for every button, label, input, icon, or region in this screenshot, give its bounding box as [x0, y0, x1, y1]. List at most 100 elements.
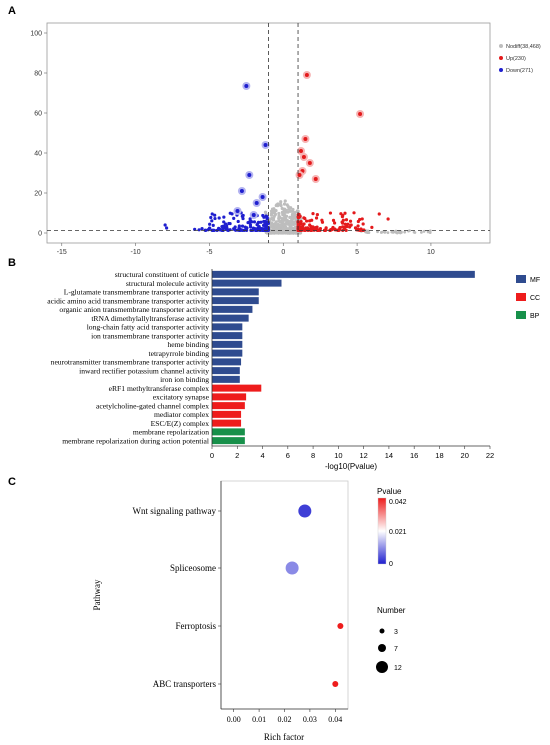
down-point [221, 224, 226, 228]
nodiff-point [273, 224, 278, 228]
go-x-tick-label: 14 [385, 451, 393, 460]
go-category-label: acidic amino acid transmembrane transpor… [47, 296, 209, 305]
size-legend-3 [379, 628, 385, 634]
go-category-label: acetylcholine-gated channel complex [96, 401, 209, 410]
nodiff-point [295, 231, 299, 235]
kegg-x-tick-label: 0.04 [328, 715, 342, 724]
volcano-legend-marker [499, 68, 503, 72]
volcano-y-axis: 0 20 40 60 80 100 [30, 31, 47, 238]
up-highlight-point [298, 149, 303, 153]
up-highlight-point [303, 137, 308, 141]
kegg-bubble-chart: Wnt signaling pathway Spliceosome Ferropto… [92, 480, 407, 742]
up-point [370, 225, 374, 229]
nodiff-point [383, 230, 387, 234]
up-point [361, 222, 365, 226]
down-point [211, 228, 215, 232]
down-highlight-point [239, 189, 244, 193]
up-point [320, 218, 324, 222]
kegg-pathway-label: Spliceosome [170, 563, 216, 573]
up-point [324, 228, 328, 232]
up-point [344, 218, 349, 222]
nodiff-point [293, 210, 297, 215]
go-category-label: organic anion transmembrane transporter … [59, 305, 209, 314]
nodiff-point [274, 203, 278, 208]
nodiff-point [288, 206, 292, 210]
up-point [305, 219, 309, 223]
down-point [248, 223, 253, 227]
nodiff-point [419, 230, 423, 234]
nodiff-point [272, 230, 277, 234]
up-point [360, 217, 364, 221]
panel-label-c: C [8, 476, 16, 488]
number-legend-title: Number [377, 606, 406, 615]
go-legend-swatch [516, 293, 526, 301]
down-point [210, 212, 214, 216]
go-bar [212, 428, 245, 436]
go-category-label: excitatory synapse [153, 393, 210, 402]
y-tick-label: 100 [30, 31, 42, 38]
nodiff-points [263, 199, 432, 235]
down-point [222, 220, 226, 224]
down-highlight-point [247, 173, 252, 177]
nodiff-point [278, 215, 282, 219]
down-point [197, 228, 201, 232]
kegg-x-tick-label: 0.00 [227, 715, 241, 724]
y-tick-label: 60 [34, 111, 42, 118]
nodiff-point [272, 211, 276, 215]
go-category-label: tRNA dimethylallyltransferase activity [91, 314, 209, 323]
kegg-bubbles [285, 504, 344, 687]
go-bar [212, 305, 253, 313]
go-x-axis-ticks: 0 2 4 6 8 10 12 14 16 18 20 22 [210, 446, 494, 460]
go-x-tick-label: 18 [435, 451, 443, 460]
go-legend-swatch [516, 275, 526, 283]
kegg-bubble [298, 504, 312, 518]
up-point [349, 223, 353, 227]
nodiff-point [292, 222, 296, 226]
down-point [252, 220, 257, 224]
kegg-x-axis-title: Rich factor [264, 732, 304, 742]
go-category-label: long-chain fatty acid transporter activi… [87, 323, 210, 332]
down-point [209, 215, 213, 220]
go-x-tick-label: 6 [286, 451, 290, 460]
nodiff-point [291, 231, 295, 235]
nodiff-point [280, 216, 284, 221]
down-point [213, 213, 217, 217]
nodiff-point [277, 224, 281, 228]
kegg-x-axis-ticks: 0.00 0.01 0.02 0.03 0.04 [227, 709, 342, 724]
up-point [343, 222, 347, 226]
up-point [331, 218, 336, 222]
volcano-legend-marker [499, 56, 503, 60]
down-point [232, 227, 237, 232]
x-tick-label: 10 [427, 249, 435, 256]
up-point [356, 219, 360, 224]
nodiff-point [298, 231, 302, 235]
nodiff-point [285, 203, 289, 207]
nodiff-point [366, 230, 370, 233]
up-point [302, 228, 306, 232]
go-bar [212, 410, 242, 418]
go-x-tick-label: 12 [359, 451, 367, 460]
pvalue-tick-low: 0 [389, 561, 393, 568]
down-point [207, 226, 212, 230]
up-point [328, 211, 333, 215]
size-legend-label-12: 12 [394, 665, 402, 672]
nodiff-point [270, 224, 274, 228]
nodiff-point [271, 227, 276, 231]
up-highlight-point [358, 112, 363, 116]
go-category-label: neurotransmitter transmembrane transport… [51, 358, 210, 367]
nodiff-point [296, 209, 300, 213]
volcano-legend-label: Nodiff(38,468) [506, 44, 541, 50]
go-bar [212, 384, 262, 392]
up-point [377, 212, 381, 216]
up-point [345, 225, 349, 229]
go-bar [212, 358, 242, 366]
nodiff-point [283, 224, 287, 228]
down-point [240, 224, 245, 228]
go-category-label: iron ion binding [160, 375, 209, 384]
nodiff-point [286, 210, 290, 214]
go-category-label: membrane repolarization [133, 428, 209, 437]
volcano-legend-marker [499, 44, 503, 48]
go-category-label: mediator complex [154, 410, 209, 419]
x-tick-label: -5 [206, 249, 212, 256]
go-bar [212, 270, 475, 278]
